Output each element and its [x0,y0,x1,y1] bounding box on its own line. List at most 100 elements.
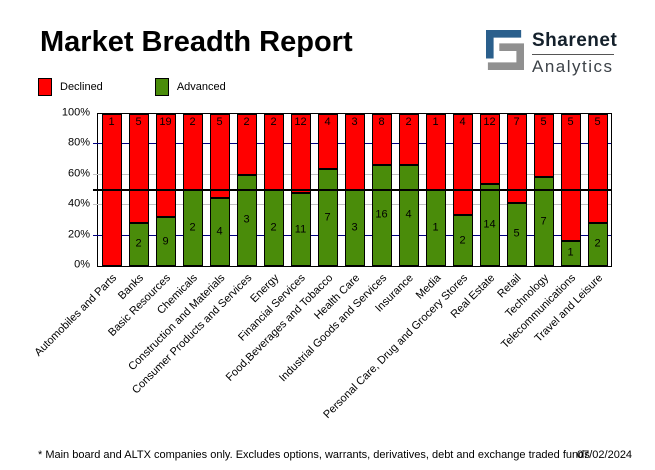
declined-value-label: 5 [216,116,223,128]
legend-label-declined: Declined [60,81,103,93]
bar-segment-declined: 8 [371,114,392,165]
advanced-value-label: 3 [243,213,250,226]
bar-segment-advanced: 5 [506,202,527,266]
bar-segment-advanced: 14 [479,184,500,266]
declined-value-label: 12 [294,116,307,128]
advanced-value-label: 2 [459,234,466,247]
bar-segment-declined: 12 [479,114,500,185]
y-tick-label: 80% [67,136,90,149]
y-tick-label: 60% [67,167,90,180]
bar-segment-advanced: 16 [371,164,392,266]
bar-segment-declined: 1 [425,114,446,190]
bar-segment-declined: 5 [533,114,554,178]
declined-value-label: 2 [189,116,196,128]
advanced-value-label: 11 [294,223,307,236]
bar-segment-advanced: 2 [452,215,473,266]
advanced-value-label: 14 [483,218,496,231]
bar-segment-declined: 2 [182,114,203,190]
fifty-percent-reference-line [93,189,611,191]
y-tick-label: 100% [61,106,90,119]
y-tick-label: 0% [74,258,90,271]
advanced-swatch-icon [154,78,169,96]
declined-swatch-icon [38,78,52,96]
advanced-value-label: 4 [216,225,223,238]
advanced-value-label: 1 [567,246,574,259]
advanced-value-label: 9 [162,235,169,248]
legend-label-advanced: Advanced [176,81,226,93]
bar-segment-declined: 5 [560,114,581,241]
declined-value-label: 4 [324,116,331,128]
bar-segment-declined: 5 [209,114,230,199]
declined-value-label: 1 [108,116,115,128]
advanced-value-label: 7 [324,211,331,224]
advanced-value-label: 4 [405,208,412,221]
y-tick-label: 20% [67,228,90,241]
bar-segment-declined: 2 [398,114,419,165]
advanced-value-label: 16 [375,208,388,221]
bar-segment-declined: 3 [344,114,365,190]
sharenet-logo: Sharenet Analytics [486,30,617,77]
advanced-value-label: 2 [135,237,142,250]
logo-line1: Sharenet [532,30,618,51]
y-axis: 0% 20% 40% 60% 80% 100% [0,107,92,270]
declined-value-label: 2 [405,116,412,128]
stacked-bar: 19 9 [155,114,176,266]
legend-item-advanced: Advanced [154,78,226,96]
bar-group: 19 9 [152,114,179,266]
stacked-bar: 12 14 [479,114,500,266]
bar-segment-declined: 5 [587,114,608,223]
advanced-value-label: 2 [594,237,601,250]
bar-segment-advanced: 11 [290,193,311,266]
report-date: 07/02/2024 [577,449,633,461]
declined-value-label: 2 [243,116,250,128]
y-tick-label: 40% [67,197,90,210]
bar-segment-advanced: 7 [317,169,338,266]
legend-item-declined: Declined [38,78,103,96]
x-axis-labels: Automobiles and Parts Banks Basic Resource… [32,272,605,421]
advanced-value-label: 7 [540,215,547,228]
declined-value-label: 5 [540,116,547,128]
bar-segment-declined: 4 [452,114,473,216]
bar-segment-advanced: 2 [587,222,608,266]
bar-segment-advanced: 3 [344,190,365,266]
logo-text: Sharenet Analytics [532,30,617,77]
stacked-bar: 12 11 [290,114,311,266]
chart-plot-area: 1 5 2 19 9 2 2 5 4 2 3 2 2 12 11 4 7 3 3 8 16 2 4 1 1 4 2 12 14 7 5 5 7 5… [93,113,612,267]
bar-segment-advanced: 4 [209,198,230,266]
legend: Declined Advanced [38,78,278,96]
declined-value-label: 4 [459,116,466,128]
bar-segment-advanced: 3 [236,174,257,266]
declined-value-label: 5 [135,116,142,128]
bar-group: 12 14 [476,114,503,266]
bar-segment-declined: 19 [155,114,176,218]
sharenet-logo-icon [486,30,524,70]
bar-segment-declined: 7 [506,114,527,203]
bar-group: 12 11 [287,114,314,266]
bar-segment-declined: 2 [263,114,284,190]
bar-segment-advanced: 2 [182,190,203,266]
declined-value-label: 7 [513,116,520,128]
bar-segment-advanced: 7 [533,177,554,266]
bar-segment-declined: 4 [317,114,338,170]
bars: 1 5 2 19 9 2 2 5 4 2 3 2 2 12 11 4 7 3 3 8 16 2 4 1 1 4 2 12 14 7 5 5 7 5… [98,114,611,266]
bar-segment-advanced: 4 [398,164,419,266]
bar-segment-declined: 12 [290,114,311,194]
bar-segment-advanced: 1 [560,240,581,266]
declined-value-label: 2 [270,116,277,128]
bar-segment-advanced: 2 [263,190,284,266]
